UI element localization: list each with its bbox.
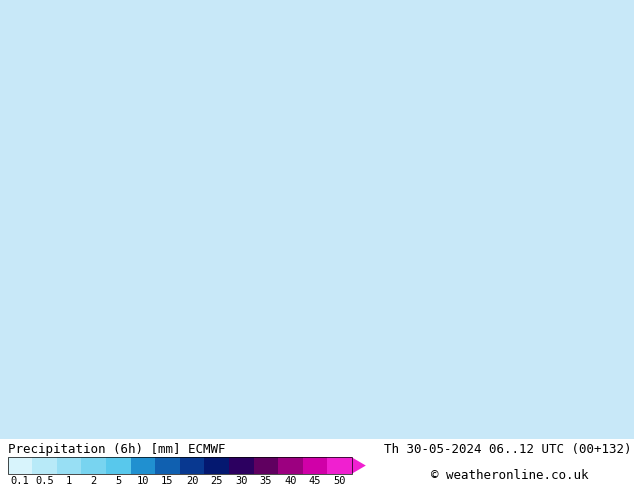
Bar (81, 457, 106, 474)
Text: Precipitation (6h) [mm] ECMWF: Precipitation (6h) [mm] ECMWF (8, 443, 225, 456)
Text: Th 30-05-2024 06..12 UTC (00+132): Th 30-05-2024 06..12 UTC (00+132) (384, 443, 631, 456)
Text: © weatheronline.co.uk: © weatheronline.co.uk (431, 469, 588, 482)
Text: 0.1: 0.1 (11, 476, 29, 486)
Text: 40: 40 (284, 476, 297, 486)
Text: 0.5: 0.5 (35, 476, 54, 486)
Text: 35: 35 (259, 476, 272, 486)
Bar (254, 457, 278, 474)
Text: 5: 5 (115, 476, 121, 486)
Bar (278, 457, 302, 474)
Bar (204, 457, 229, 474)
Bar (327, 457, 352, 474)
Text: 10: 10 (136, 476, 149, 486)
Text: 2: 2 (91, 476, 97, 486)
Bar (106, 457, 131, 474)
Polygon shape (352, 457, 366, 474)
Text: 25: 25 (210, 476, 223, 486)
Bar (8, 457, 32, 474)
Bar (57, 457, 81, 474)
Text: 50: 50 (333, 476, 346, 486)
Bar (180, 457, 204, 474)
Text: 45: 45 (309, 476, 321, 486)
Bar (302, 457, 327, 474)
Bar (229, 457, 254, 474)
Text: 1: 1 (66, 476, 72, 486)
Bar (8, 457, 352, 474)
Bar (155, 457, 180, 474)
Text: 20: 20 (186, 476, 198, 486)
Bar (32, 457, 57, 474)
Text: 15: 15 (161, 476, 174, 486)
Bar (131, 457, 155, 474)
Text: 30: 30 (235, 476, 247, 486)
